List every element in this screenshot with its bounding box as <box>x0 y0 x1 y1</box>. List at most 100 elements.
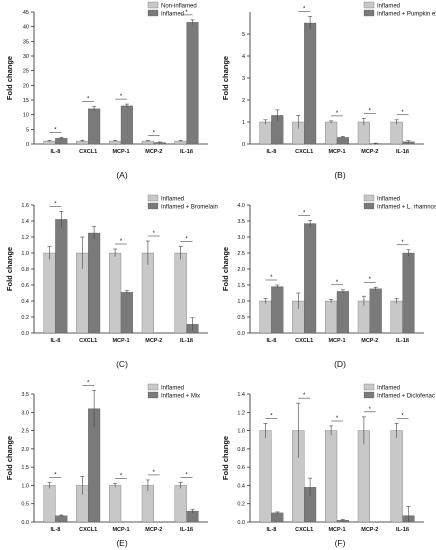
bar-mcp-1-series-1 <box>109 252 122 334</box>
x-tick-label: IL-8 <box>267 527 277 533</box>
y-tick-label: 3.5 <box>21 392 29 398</box>
y-tick-label: 2 <box>242 98 245 104</box>
legend-label: Inflamed + Diclofenac <box>377 394 435 400</box>
chart-panel-4: 0.0 0.5 1.0 1.5 2.0 2.5 3.0 3.5 4.0 Fold change * I… <box>221 194 436 369</box>
x-tick-label: IL-8 <box>267 149 277 155</box>
legend-swatch <box>363 383 375 391</box>
legend-swatch <box>147 194 159 202</box>
x-tick-label: MCP-1 <box>112 527 129 533</box>
legend-swatch <box>147 202 159 210</box>
bar-il-8-series-2 <box>55 515 68 523</box>
x-tick-label: IL-1ß <box>180 149 194 155</box>
y-tick-label: 3.0 <box>21 410 29 416</box>
y-tick-label: 1.2 <box>21 235 29 241</box>
y-tick-label: 4.0 <box>237 203 245 209</box>
y-tick-label: 0.8 <box>237 447 245 453</box>
x-tick-label: CXCL1 <box>295 338 313 344</box>
y-tick-label: 5 <box>242 32 245 38</box>
bar-mcp-2-series-1 <box>357 430 370 523</box>
y-tick-label: 0 <box>242 142 245 148</box>
x-tick-label: IL-8 <box>51 149 61 155</box>
y-tick-label: 5 <box>26 127 29 133</box>
legend-label: Non-inflamed <box>161 4 197 10</box>
y-tick-label: 1.0 <box>237 299 245 305</box>
x-tick-label: CXCL1 <box>79 338 97 344</box>
panel-label: (A) <box>116 170 128 180</box>
y-tick-label: 1 <box>242 120 245 126</box>
y-tick-label: 0.4 <box>237 483 245 489</box>
significance-star: * <box>87 380 90 386</box>
significance-star: * <box>369 407 372 413</box>
bar-il-8-series-1 <box>259 121 272 145</box>
y-tick-label: 0.0 <box>21 331 29 337</box>
legend-swatch <box>147 9 159 17</box>
significance-star: * <box>336 111 339 117</box>
bar-mcp-1-series-1 <box>325 300 338 334</box>
y-tick-label: 15 <box>23 98 29 104</box>
y-tick-label: 2.5 <box>21 429 29 435</box>
y-tick-label: 3.5 <box>237 219 245 225</box>
y-tick-label: 0.0 <box>21 520 29 526</box>
y-tick-label: 40 <box>23 25 29 31</box>
y-tick-label: 0.4 <box>21 299 29 305</box>
bar-mcp-1-series-2 <box>336 291 349 334</box>
significance-star: * <box>153 130 156 136</box>
legend-label: Inflamed + Bromelain <box>161 205 218 211</box>
legend-label: Inflamed <box>377 386 400 392</box>
significance-star: * <box>185 10 188 16</box>
legend-label: Inflamed + L. rhamnosus <box>377 205 436 211</box>
x-tick-label: MCP-2 <box>361 527 378 533</box>
y-tick-label: 1.4 <box>237 392 245 398</box>
legend-label: Inflamed <box>377 4 400 10</box>
panel-label: (F) <box>335 538 346 548</box>
chart-panel-5: 0.0 0.5 1.0 1.5 2.0 2.5 3.0 3.5 Fold change * IL-8… <box>5 380 208 548</box>
y-tick-label: 0.0 <box>237 331 245 337</box>
bar-mcp-1-series-2 <box>120 105 133 145</box>
legend-label: Inflamed <box>161 12 184 18</box>
x-tick-label: CXCL1 <box>79 149 97 155</box>
x-tick-label: MCP-2 <box>145 338 162 344</box>
x-tick-label: IL-1ß <box>396 149 410 155</box>
bar-il-8-series-2 <box>271 512 284 523</box>
legend-swatch <box>363 391 375 399</box>
significance-star: * <box>185 237 188 243</box>
y-tick-label: 25 <box>23 69 29 75</box>
significance-star: * <box>303 393 306 399</box>
x-tick-label: MCP-1 <box>328 149 345 155</box>
legend-label: Inflamed + Mix <box>161 394 200 400</box>
bar-il-1--series-2 <box>186 22 199 145</box>
panel-label: (E) <box>116 538 128 548</box>
legend-label: Inflamed <box>377 197 400 203</box>
bar-il-1--series-2 <box>402 252 415 334</box>
panel-label: (C) <box>116 359 128 369</box>
significance-star: * <box>401 110 404 116</box>
x-tick-label: MCP-2 <box>361 149 378 155</box>
significance-star: * <box>303 210 306 216</box>
bar-mcp-1-series-1 <box>109 485 122 523</box>
x-tick-label: IL-8 <box>51 338 61 344</box>
significance-star: * <box>120 239 123 245</box>
y-tick-label: 0.2 <box>21 315 29 321</box>
chart-panel-6: 0.0 0.2 0.4 0.6 0.8 1.0 1.2 1.4 Fold change * IL-8… <box>221 383 435 548</box>
y-tick-label: 1.0 <box>21 483 29 489</box>
x-tick-label: IL-1ß <box>180 338 194 344</box>
y-tick-label: 2.0 <box>21 447 29 453</box>
y-tick-label: 1.5 <box>21 465 29 471</box>
y-axis-title: Fold change <box>221 436 230 480</box>
significance-star: * <box>153 231 156 237</box>
bar-il-8-series-1 <box>43 252 56 334</box>
significance-star: * <box>369 109 372 115</box>
bar-il-8-series-2 <box>55 219 68 334</box>
significance-star: * <box>401 240 404 246</box>
chart-panel-3: 0.0 0.2 0.4 0.6 0.8 1.0 1.2 1.4 1.6 Fold change * I… <box>5 194 218 369</box>
y-tick-label: 0.0 <box>237 520 245 526</box>
x-tick-label: IL-1ß <box>396 338 410 344</box>
x-tick-label: MCP-1 <box>328 527 345 533</box>
significance-star: * <box>153 470 156 476</box>
y-tick-label: 2.5 <box>237 251 245 257</box>
significance-star: * <box>270 275 273 281</box>
bar-cxcl1-series-2 <box>304 223 317 334</box>
y-axis-title: Fold change <box>221 56 230 100</box>
y-axis-title: Fold change <box>5 56 14 100</box>
y-tick-label: 0.5 <box>237 315 245 321</box>
